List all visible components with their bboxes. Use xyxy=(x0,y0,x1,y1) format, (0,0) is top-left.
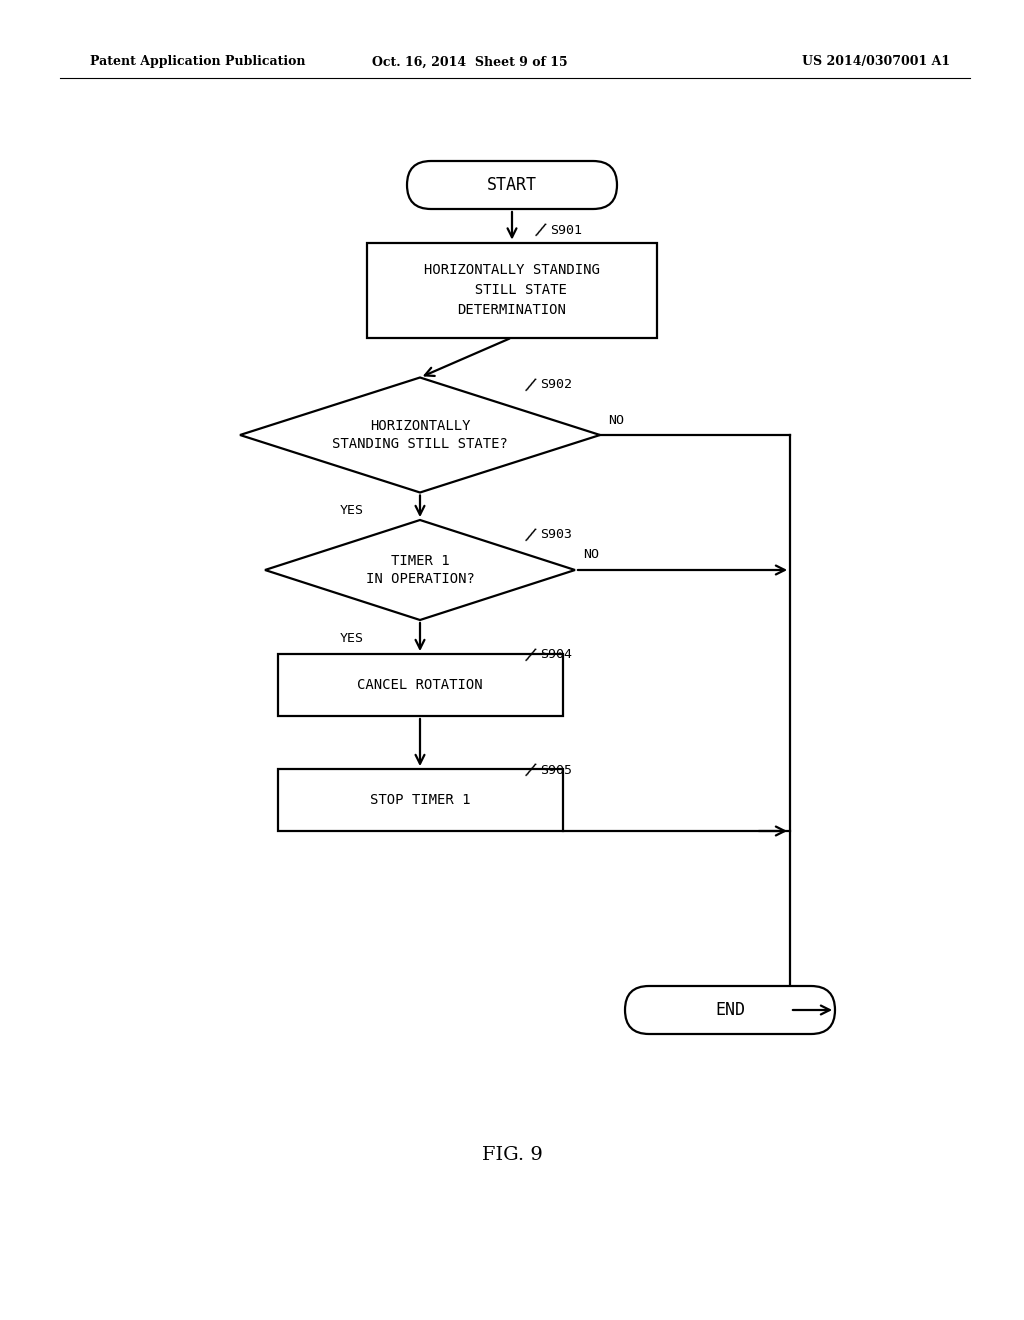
FancyBboxPatch shape xyxy=(625,986,835,1034)
Text: S903: S903 xyxy=(540,528,572,541)
Text: HORIZONTALLY
STANDING STILL STATE?: HORIZONTALLY STANDING STILL STATE? xyxy=(332,418,508,451)
Polygon shape xyxy=(240,378,600,492)
Bar xyxy=(367,243,657,338)
Text: /: / xyxy=(522,375,538,395)
Text: NO: NO xyxy=(608,413,624,426)
Text: Oct. 16, 2014  Sheet 9 of 15: Oct. 16, 2014 Sheet 9 of 15 xyxy=(372,55,568,69)
FancyBboxPatch shape xyxy=(407,161,617,209)
Text: HORIZONTALLY STANDING
  STILL STATE
DETERMINATION: HORIZONTALLY STANDING STILL STATE DETERM… xyxy=(424,263,600,317)
Text: S901: S901 xyxy=(550,223,582,236)
Text: S905: S905 xyxy=(540,763,572,776)
Text: /: / xyxy=(522,760,538,780)
Text: /: / xyxy=(532,220,548,240)
Text: Patent Application Publication: Patent Application Publication xyxy=(90,55,305,69)
Text: STOP TIMER 1: STOP TIMER 1 xyxy=(370,793,470,807)
Text: /: / xyxy=(522,645,538,665)
Bar xyxy=(278,770,562,832)
Text: NO: NO xyxy=(583,549,599,561)
Text: S902: S902 xyxy=(540,379,572,392)
Text: FIG. 9: FIG. 9 xyxy=(481,1146,543,1164)
Text: US 2014/0307001 A1: US 2014/0307001 A1 xyxy=(802,55,950,69)
Text: YES: YES xyxy=(340,631,364,644)
Text: START: START xyxy=(487,176,537,194)
Text: /: / xyxy=(522,525,538,545)
Bar xyxy=(278,653,562,715)
Text: YES: YES xyxy=(340,504,364,517)
Text: S904: S904 xyxy=(540,648,572,661)
Text: END: END xyxy=(715,1001,745,1019)
Polygon shape xyxy=(265,520,575,620)
Text: TIMER 1
IN OPERATION?: TIMER 1 IN OPERATION? xyxy=(366,553,474,586)
Text: CANCEL ROTATION: CANCEL ROTATION xyxy=(357,678,482,692)
